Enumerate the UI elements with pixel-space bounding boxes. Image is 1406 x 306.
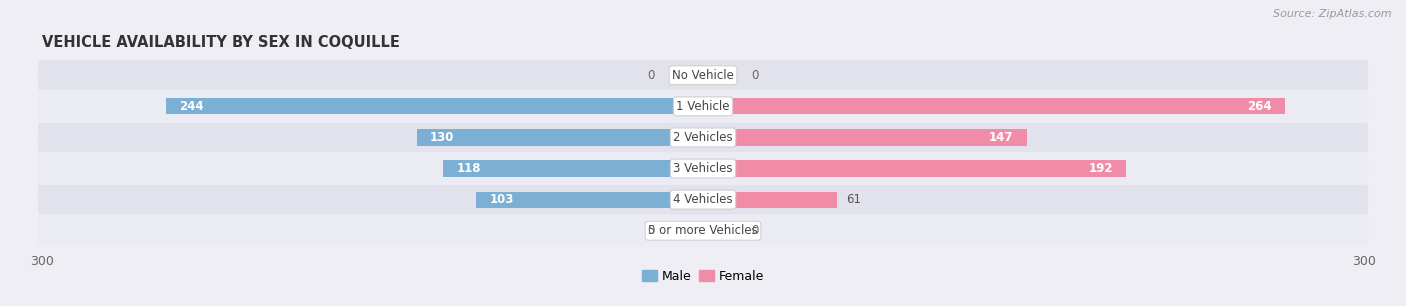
Text: 130: 130 [430, 131, 454, 144]
Text: 4 Vehicles: 4 Vehicles [673, 193, 733, 206]
Text: 103: 103 [489, 193, 513, 206]
Text: 5 or more Vehicles: 5 or more Vehicles [648, 224, 758, 237]
Text: 0: 0 [647, 69, 655, 82]
Text: 244: 244 [179, 100, 204, 113]
Bar [443, 160, 703, 177]
Text: 0: 0 [751, 224, 759, 237]
Bar [703, 160, 1126, 177]
Bar [477, 192, 703, 208]
Legend: Male, Female: Male, Female [637, 265, 769, 288]
FancyBboxPatch shape [38, 216, 1368, 246]
Text: 147: 147 [988, 131, 1014, 144]
Bar [416, 129, 703, 146]
Text: No Vehicle: No Vehicle [672, 69, 734, 82]
Bar [703, 192, 838, 208]
FancyBboxPatch shape [38, 122, 1368, 152]
Text: Source: ZipAtlas.com: Source: ZipAtlas.com [1274, 9, 1392, 19]
Bar [703, 98, 1285, 114]
FancyBboxPatch shape [38, 154, 1368, 184]
Text: 3 Vehicles: 3 Vehicles [673, 162, 733, 175]
Bar [166, 98, 703, 114]
Text: 192: 192 [1088, 162, 1112, 175]
Bar [696, 67, 703, 83]
Text: 118: 118 [457, 162, 481, 175]
Text: 2 Vehicles: 2 Vehicles [673, 131, 733, 144]
Text: 61: 61 [846, 193, 862, 206]
Text: 264: 264 [1247, 100, 1271, 113]
FancyBboxPatch shape [38, 60, 1368, 90]
FancyBboxPatch shape [38, 91, 1368, 121]
Bar [703, 223, 710, 239]
Text: 1 Vehicle: 1 Vehicle [676, 100, 730, 113]
FancyBboxPatch shape [38, 185, 1368, 215]
Text: 0: 0 [751, 69, 759, 82]
Bar [696, 223, 703, 239]
Text: 0: 0 [647, 224, 655, 237]
Bar [703, 129, 1026, 146]
Bar [703, 67, 710, 83]
Text: VEHICLE AVAILABILITY BY SEX IN COQUILLE: VEHICLE AVAILABILITY BY SEX IN COQUILLE [42, 35, 401, 50]
